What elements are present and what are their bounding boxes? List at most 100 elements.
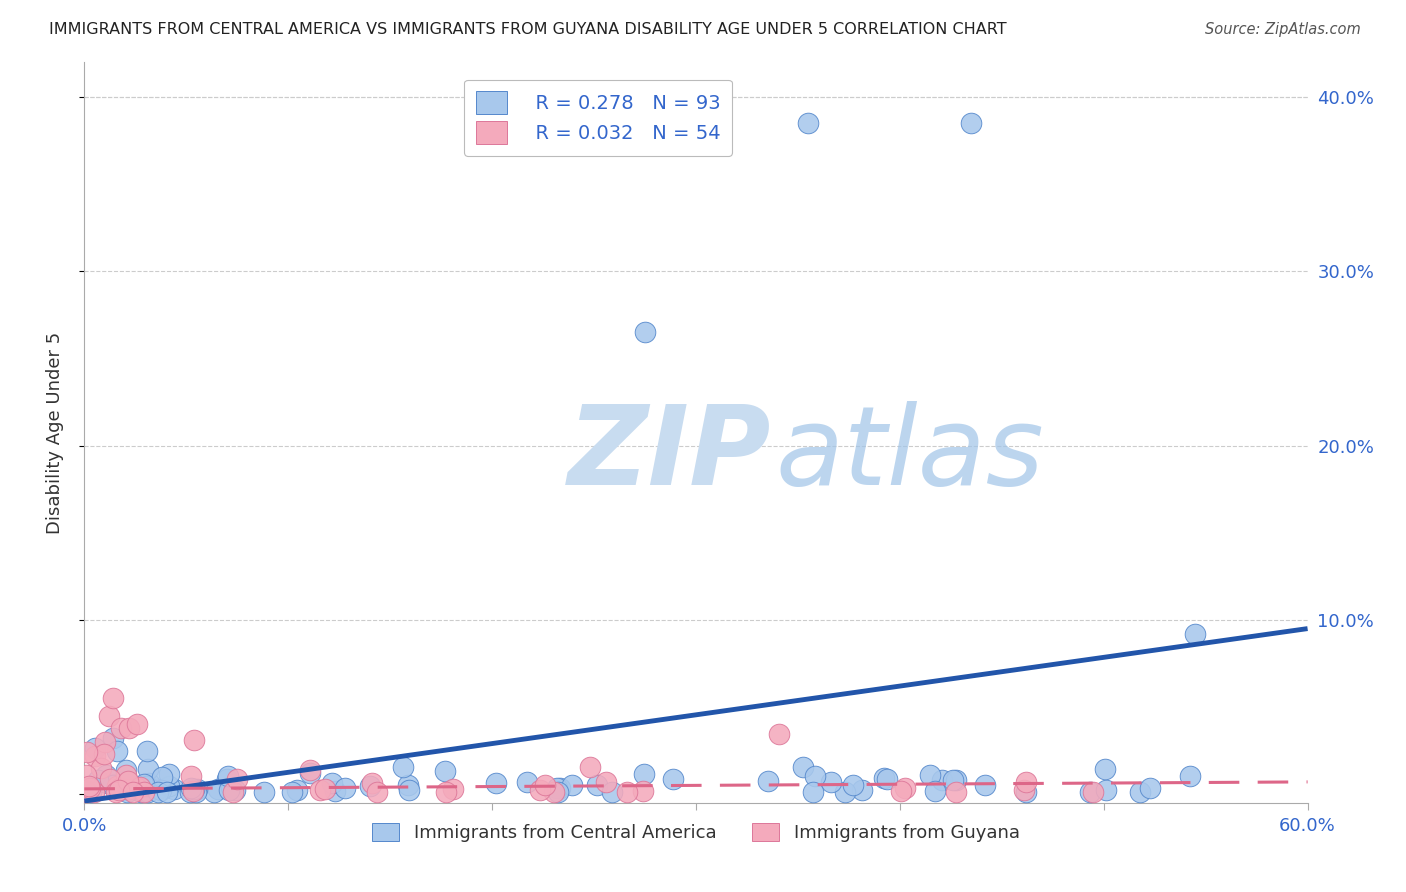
- Point: [124, 779, 146, 793]
- Point: [136, 785, 159, 799]
- Point: [163, 782, 186, 797]
- Point: [945, 772, 967, 787]
- Point: [138, 775, 160, 789]
- Point: [485, 775, 508, 789]
- Point: [112, 780, 135, 794]
- Point: [578, 760, 600, 774]
- Point: [218, 782, 240, 797]
- Point: [181, 784, 204, 798]
- Point: [217, 769, 239, 783]
- Point: [111, 774, 134, 789]
- Text: IMMIGRANTS FROM CENTRAL AMERICA VS IMMIGRANTS FROM GUYANA DISABILITY AGE UNDER 5: IMMIGRANTS FROM CENTRAL AMERICA VS IMMIG…: [49, 22, 1007, 37]
- Point: [118, 782, 141, 797]
- Point: [75, 784, 97, 798]
- Point: [876, 772, 898, 786]
- Point: [434, 785, 457, 799]
- Point: [281, 785, 304, 799]
- Point: [890, 784, 912, 798]
- Point: [1014, 775, 1036, 789]
- Point: [945, 785, 967, 799]
- Point: [804, 769, 827, 783]
- Point: [149, 783, 172, 797]
- Point: [1184, 627, 1206, 641]
- Point: [129, 784, 152, 798]
- Point: [219, 780, 242, 794]
- Point: [546, 780, 568, 795]
- Point: [973, 778, 995, 792]
- Point: [529, 782, 551, 797]
- Point: [893, 781, 915, 796]
- Point: [253, 785, 276, 799]
- Point: [122, 785, 145, 799]
- Point: [633, 766, 655, 780]
- Point: [396, 778, 419, 792]
- Point: [121, 782, 143, 797]
- Point: [285, 783, 308, 797]
- Point: [77, 779, 100, 793]
- Point: [600, 785, 623, 799]
- Point: [842, 778, 865, 792]
- Point: [180, 780, 202, 795]
- Point: [103, 731, 125, 745]
- Point: [222, 785, 245, 799]
- Point: [136, 763, 159, 777]
- Point: [792, 759, 814, 773]
- Point: [148, 785, 170, 799]
- Point: [661, 772, 683, 787]
- Point: [105, 744, 128, 758]
- Point: [215, 772, 238, 786]
- Y-axis label: Disability Age Under 5: Disability Age Under 5: [45, 332, 63, 533]
- Point: [155, 785, 177, 799]
- Point: [616, 785, 638, 799]
- Point: [75, 767, 97, 781]
- Point: [186, 782, 208, 797]
- Point: [918, 768, 941, 782]
- Point: [93, 747, 115, 761]
- Point: [333, 780, 356, 795]
- Point: [87, 773, 110, 788]
- Point: [101, 691, 124, 706]
- Point: [960, 116, 983, 130]
- Point: [75, 785, 97, 799]
- Point: [224, 783, 246, 797]
- Point: [183, 732, 205, 747]
- Point: [114, 767, 136, 781]
- Point: [366, 785, 388, 799]
- Point: [115, 785, 138, 799]
- Point: [118, 721, 141, 735]
- Point: [96, 776, 118, 790]
- Point: [105, 784, 128, 798]
- Point: [873, 771, 896, 785]
- Point: [202, 785, 225, 799]
- Point: [308, 783, 330, 797]
- Point: [135, 780, 157, 794]
- Point: [931, 772, 953, 787]
- Point: [183, 781, 205, 796]
- Point: [179, 785, 201, 799]
- Point: [942, 772, 965, 787]
- Point: [1078, 785, 1101, 799]
- Text: Source: ZipAtlas.com: Source: ZipAtlas.com: [1205, 22, 1361, 37]
- Point: [756, 774, 779, 789]
- Point: [516, 774, 538, 789]
- Point: [186, 785, 208, 799]
- Point: [547, 785, 569, 799]
- Point: [548, 781, 571, 796]
- Point: [441, 781, 464, 796]
- Point: [127, 717, 149, 731]
- Point: [129, 785, 152, 799]
- Point: [90, 761, 112, 775]
- Point: [108, 781, 131, 796]
- Point: [157, 779, 180, 793]
- Point: [797, 116, 820, 130]
- Point: [180, 769, 202, 783]
- Point: [152, 770, 174, 784]
- Point: [631, 784, 654, 798]
- Point: [105, 779, 128, 793]
- Point: [159, 767, 181, 781]
- Point: [1094, 762, 1116, 776]
- Point: [103, 778, 125, 792]
- Point: [100, 772, 122, 786]
- Point: [299, 763, 322, 777]
- Point: [134, 777, 156, 791]
